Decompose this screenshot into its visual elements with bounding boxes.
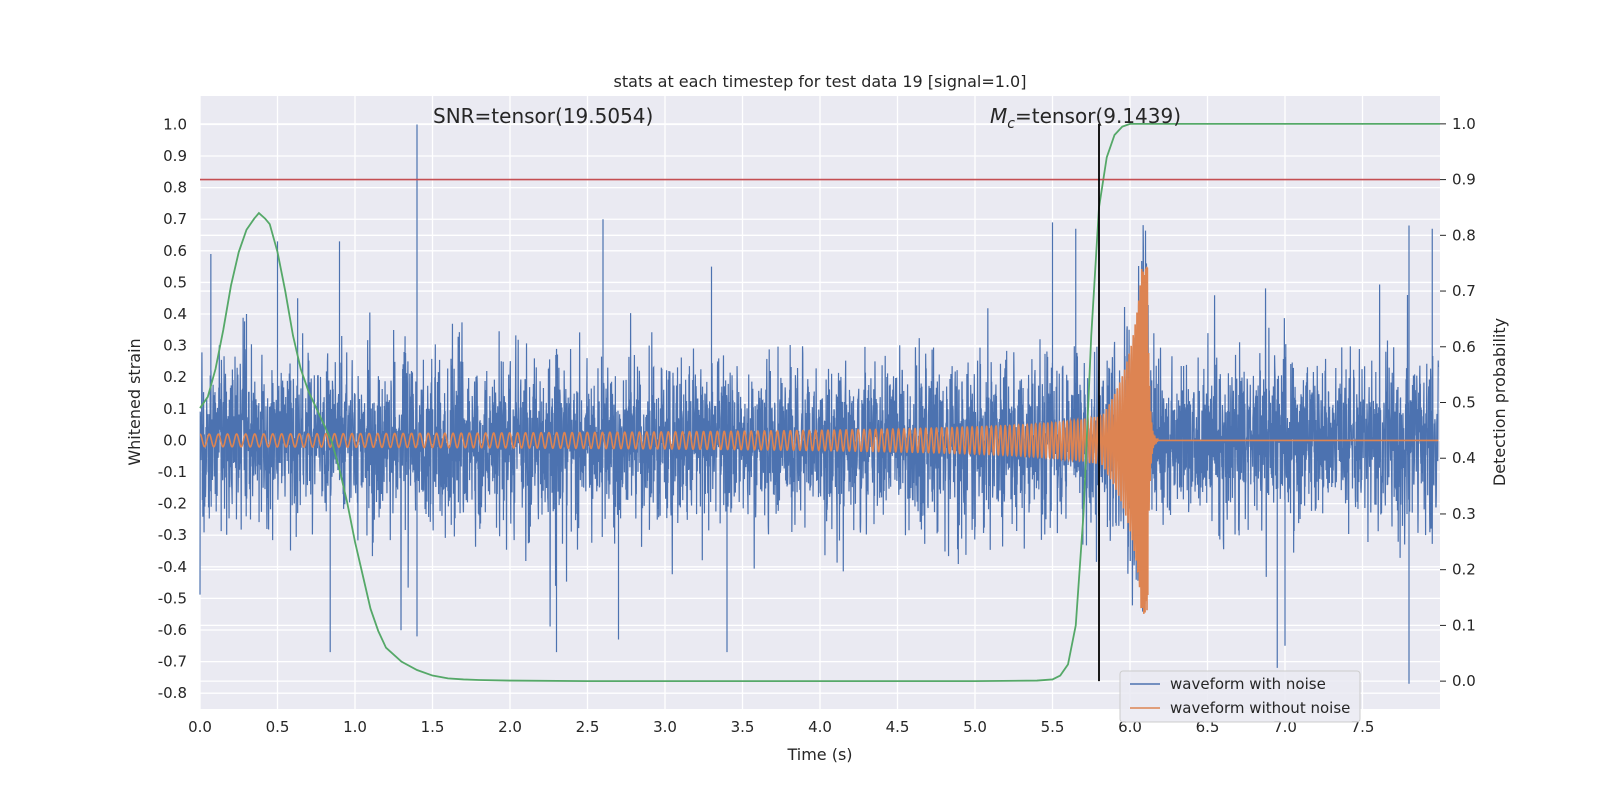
right-y-tick-label: 0.6 [1452, 338, 1476, 356]
right-y-tick-label: 0.3 [1452, 505, 1476, 523]
x-axis-label: Time (s) [786, 745, 852, 764]
right-y-tick-label: 0.9 [1452, 171, 1476, 189]
chirp-mass-value: =tensor(9.1439) [1015, 104, 1181, 128]
y-tick-label: 0.6 [163, 242, 187, 260]
y-axis-label: Whitened strain [125, 338, 144, 465]
y-tick-label: 0.1 [163, 400, 187, 418]
x-tick-label: 2.5 [576, 718, 600, 736]
right-y-tick-label: 0.5 [1452, 394, 1476, 412]
right-y-tick-label: 0.7 [1452, 282, 1476, 300]
x-tick-label: 0.0 [188, 718, 212, 736]
x-tick-label: 1.0 [343, 718, 367, 736]
chart-title: stats at each timestep for test data 19 … [614, 72, 1027, 91]
x-tick-label: 5.0 [963, 718, 987, 736]
legend-label-noise: waveform with noise [1170, 675, 1326, 693]
y-tick-label: -0.1 [158, 463, 187, 481]
waveform-without-noise-line [199, 266, 1439, 614]
x-tick-label: 4.5 [886, 718, 910, 736]
chirp-mass-symbol: M [990, 104, 1007, 128]
series-detection-probability [199, 122, 1440, 683]
y-tick-label: 0.2 [163, 368, 187, 386]
chirp-mass-subscript: c [1007, 116, 1015, 132]
x-tick-label: 1.5 [421, 718, 445, 736]
reference-lines [200, 123, 1440, 682]
legend-box [1119, 670, 1361, 723]
right-y-tick-labels: 0.0 0.1 0.2 0.3 0.4 0.5 0.6 0.7 0.8 0.9 1.0 [1440, 115, 1476, 690]
series-waveform-without-noise [199, 266, 1439, 614]
y-tick-label: 0.9 [163, 147, 187, 165]
y-tick-label: -0.7 [158, 653, 187, 671]
y-tick-label: 0.4 [163, 305, 187, 323]
y-tick-label: -0.4 [158, 558, 187, 576]
right-y-tick-label: 1.0 [1452, 115, 1476, 133]
x-tick-label: 4.0 [808, 718, 832, 736]
legend-label-clean: waveform without noise [1170, 699, 1350, 717]
y-tick-label: -0.8 [158, 684, 187, 702]
y-tick-label: -0.6 [158, 621, 187, 639]
y-tick-label: 0.3 [163, 337, 187, 355]
x-tick-label: 3.5 [731, 718, 755, 736]
right-y-tick-label: 0.1 [1452, 616, 1476, 634]
right-y-axis-label: Detection probability [1490, 318, 1509, 486]
y-tick-label: -0.2 [158, 495, 187, 513]
y-tick-labels: -0.8 -0.7 -0.6 -0.5 -0.4 -0.3 -0.2 -0.1 0.0 0.1 0.… [158, 115, 187, 702]
x-tick-label: 5.5 [1041, 718, 1065, 736]
y-tick-label: 0.5 [163, 273, 187, 291]
snr-annotation: SNR=tensor(19.5054) [433, 104, 653, 128]
y-tick-label: -0.5 [158, 589, 187, 607]
right-y-tick-label: 0.4 [1452, 449, 1476, 467]
right-y-tick-label: 0.8 [1452, 226, 1476, 244]
x-tick-label: 3.0 [653, 718, 677, 736]
chirp-mass-annotation: Mc=tensor(9.1439) [990, 104, 1181, 132]
right-y-tick-label: 0.0 [1452, 672, 1476, 690]
x-tick-label: 2.0 [498, 718, 522, 736]
y-tick-label: 1.0 [163, 115, 187, 133]
y-tick-label: 0.8 [163, 179, 187, 197]
right-y-tick-label: 0.2 [1452, 561, 1476, 579]
y-tick-label: 0.7 [163, 210, 187, 228]
y-tick-label: 0.0 [163, 431, 187, 449]
x-tick-label: 0.5 [266, 718, 290, 736]
detection-probability-line [199, 122, 1440, 683]
legend: waveform with noise waveform without noi… [1119, 670, 1361, 723]
y-tick-label: -0.3 [158, 526, 187, 544]
